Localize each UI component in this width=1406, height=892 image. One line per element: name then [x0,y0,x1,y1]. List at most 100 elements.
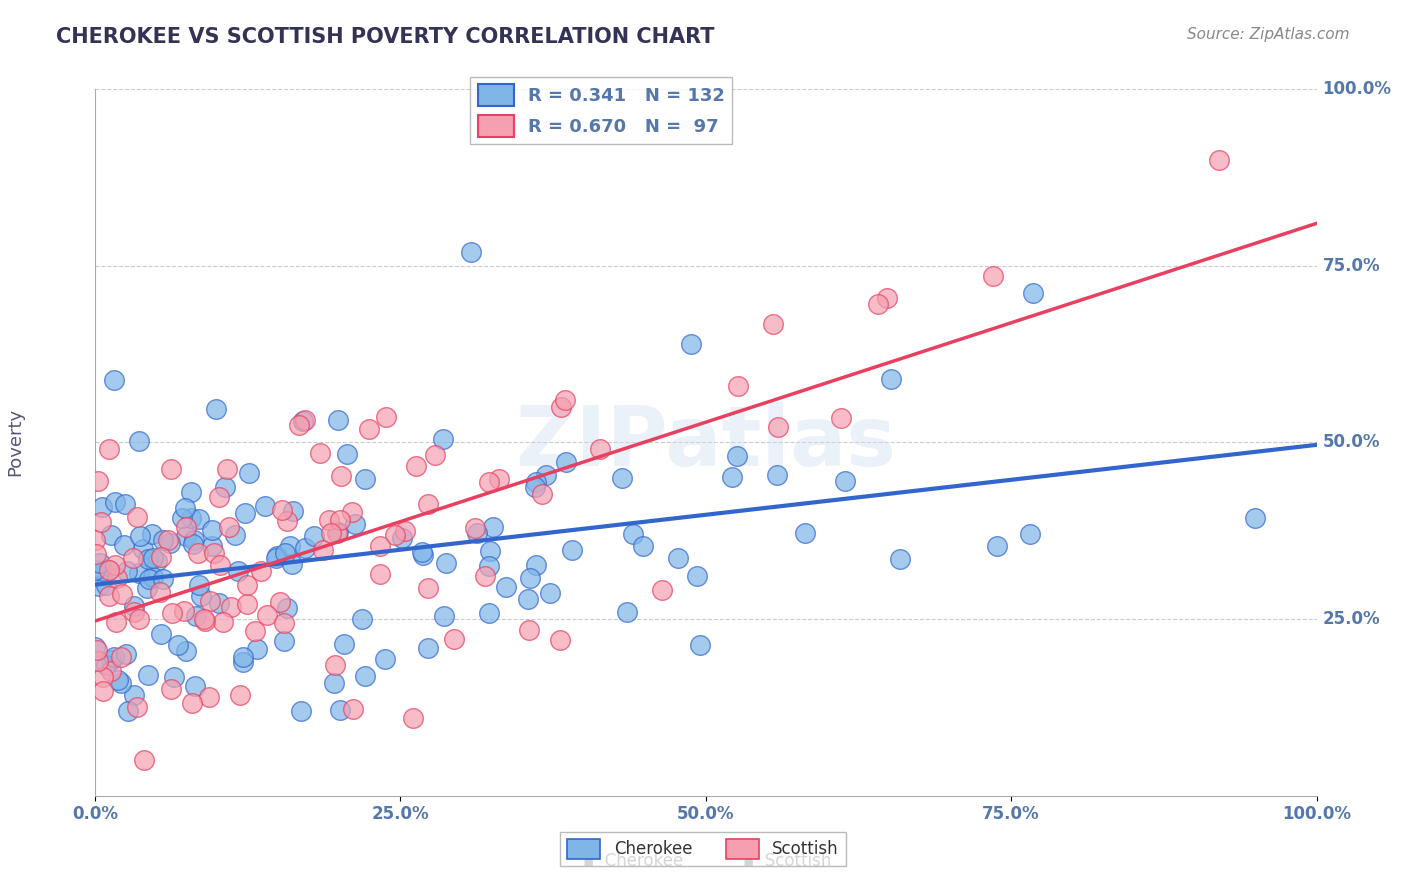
Point [160,682,183,697]
Point [889,552,911,566]
Point [273,616,295,631]
Point [214,480,236,494]
Point [794,525,817,540]
Point [138,572,160,586]
Text: ▪  Cherokee: ▪ Cherokee [582,852,683,870]
Point [128,566,150,580]
Point [766,468,789,483]
Point [266,549,288,563]
Point [201,523,224,537]
Point [610,470,633,484]
Point [519,571,541,585]
Point [83,533,105,547]
Point [1018,527,1040,541]
Point [174,529,197,543]
Point [274,545,297,559]
Point [183,679,205,693]
Point [336,447,359,461]
Point [1022,285,1045,300]
Point [479,544,502,558]
Point [114,497,136,511]
Point [128,434,150,449]
Point [132,753,155,767]
Point [89,556,111,570]
Point [105,615,128,630]
Point [122,599,145,613]
Point [87,654,110,668]
Point [290,704,312,718]
Point [174,643,197,657]
Point [141,527,163,541]
Point [384,528,406,542]
Point [181,697,204,711]
Point [689,638,711,652]
Point [292,414,315,428]
Point [152,572,174,586]
Point [402,711,425,725]
Point [201,539,224,553]
Text: ▪  Scottish: ▪ Scottish [744,852,831,870]
Point [233,506,256,520]
Point [323,675,346,690]
Point [146,554,169,568]
Point [616,605,638,619]
Point [478,475,501,489]
Point [117,704,139,718]
Point [117,564,139,578]
Point [180,510,202,524]
Point [326,524,349,539]
Point [326,413,349,427]
Point [668,550,690,565]
Point [103,373,125,387]
Point [344,516,367,531]
Point [405,459,427,474]
Point [136,668,159,682]
Point [142,551,165,566]
Point [986,539,1008,553]
Point [100,664,122,678]
Point [538,586,561,600]
Point [876,291,898,305]
Point [129,529,152,543]
Point [465,526,488,541]
Point [86,642,108,657]
Point [633,539,655,553]
Point [167,638,190,652]
Point [94,657,117,672]
Point [304,529,326,543]
Point [202,546,225,560]
Point [354,669,377,683]
Point [243,624,266,638]
Point [482,520,505,534]
Point [269,595,291,609]
Point [127,510,149,524]
Point [333,637,356,651]
Point [181,536,204,550]
Point [271,502,294,516]
Point [554,392,576,407]
Text: 100.0%: 100.0% [1323,80,1392,98]
Text: ZIPatlas: ZIPatlas [515,402,896,483]
Point [1244,511,1267,525]
Point [309,446,332,460]
Point [524,480,547,494]
Point [159,536,181,550]
Point [411,545,433,559]
Point [294,413,316,427]
Point [212,615,235,629]
Point [374,652,396,666]
Point [218,520,240,534]
Point [477,607,499,621]
Point [194,614,217,628]
Point [150,549,173,564]
Point [160,606,183,620]
Point [187,546,209,560]
Point [159,461,181,475]
Point [374,409,396,424]
Text: 25.0%: 25.0% [1323,610,1381,628]
Point [281,503,304,517]
Point [142,570,165,584]
Point [107,673,129,688]
Point [329,513,352,527]
Point [721,470,744,484]
